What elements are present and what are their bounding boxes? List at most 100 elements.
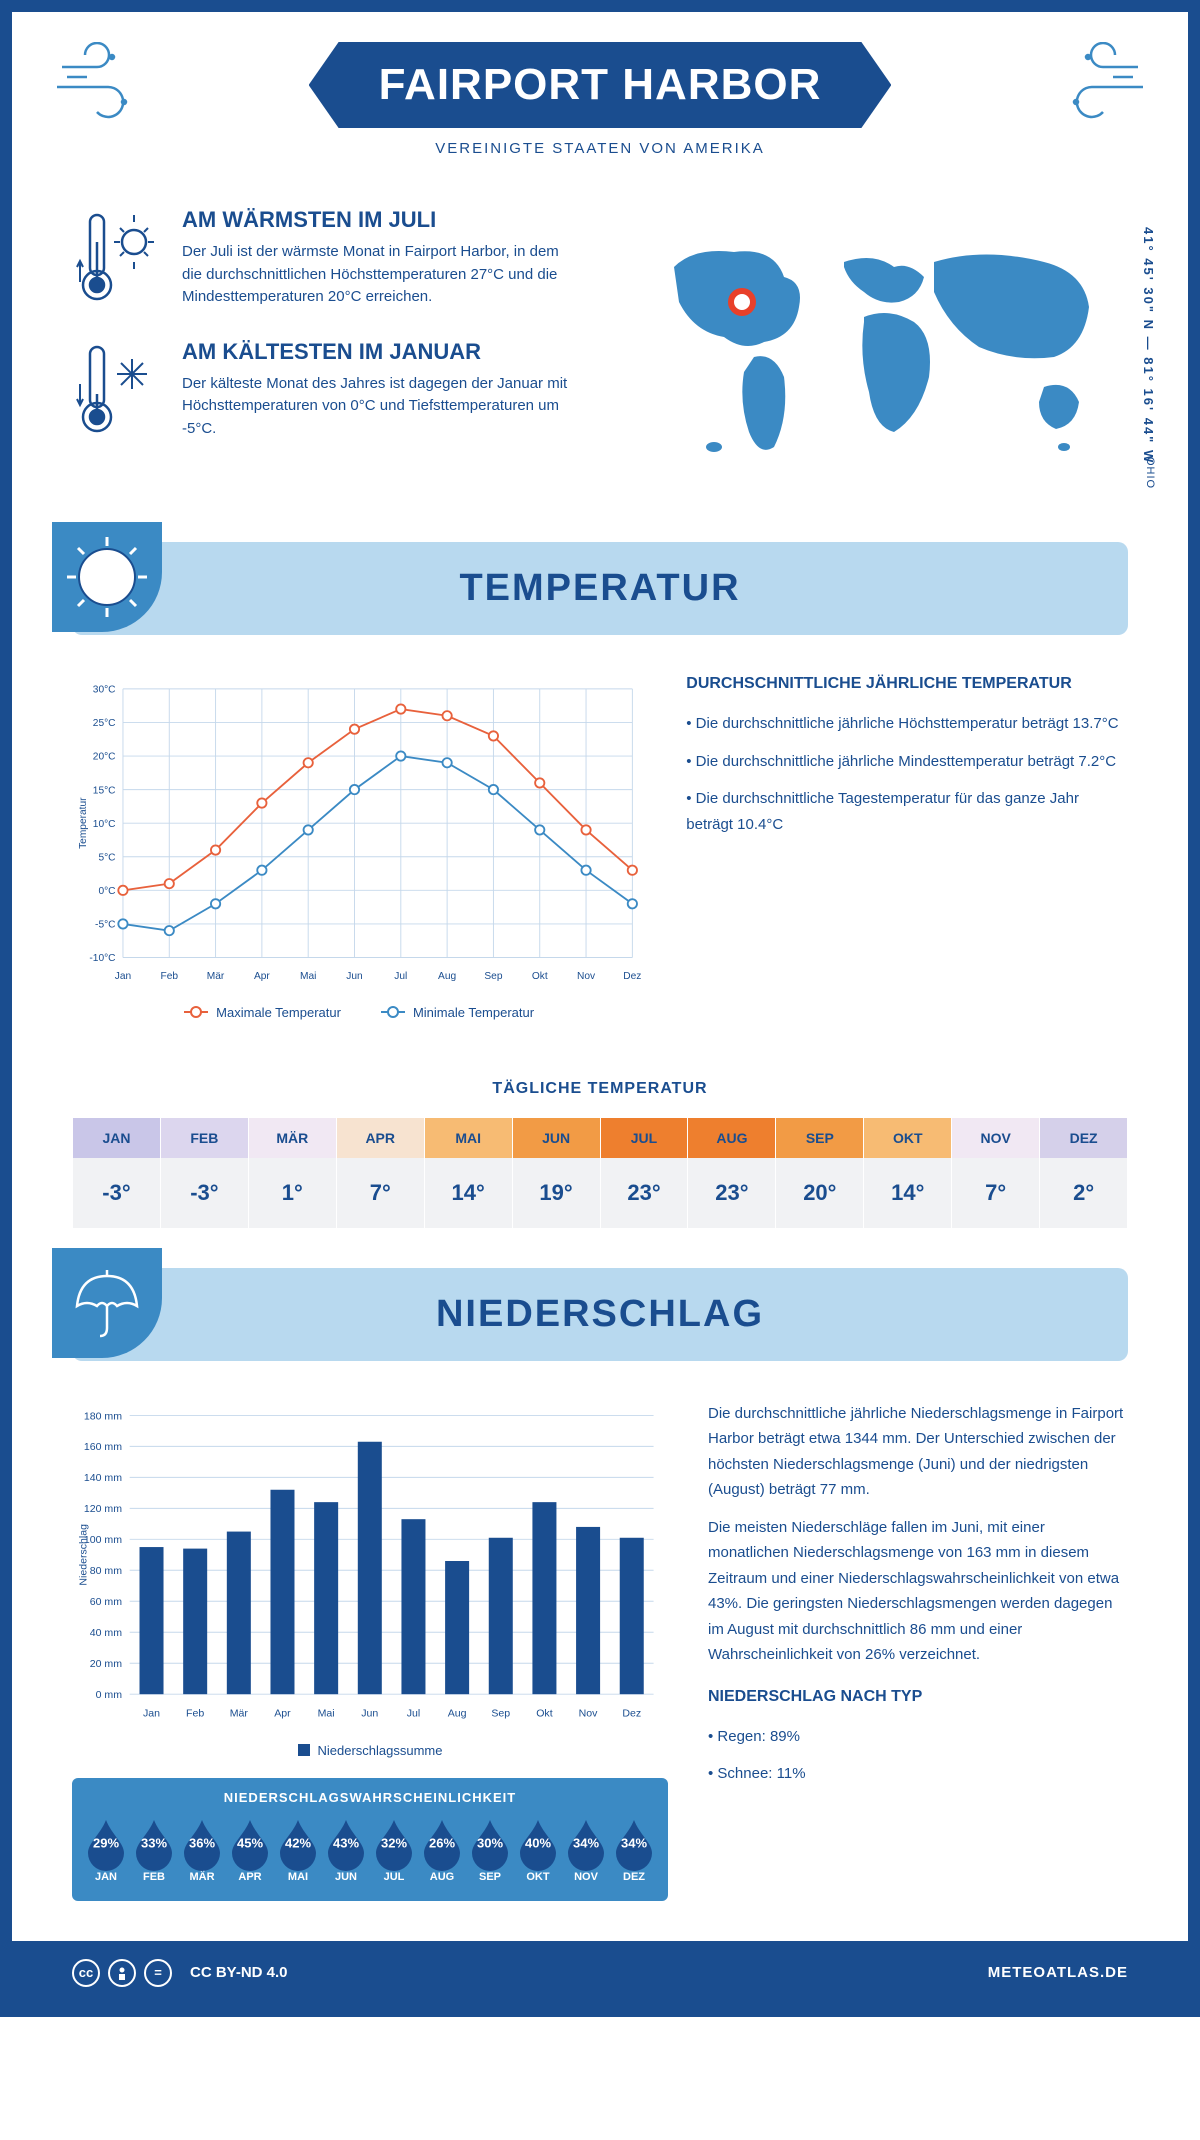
temp-info-heading: DURCHSCHNITTLICHE JÄHRLICHE TEMPERATUR [686,675,1128,693]
svg-text:40 mm: 40 mm [90,1627,122,1639]
legend-max: Maximale Temperatur [184,1005,341,1020]
svg-text:Nov: Nov [579,1707,599,1719]
svg-text:Jan: Jan [143,1707,160,1719]
legend-min-label: Minimale Temperatur [413,1005,534,1020]
svg-text:Feb: Feb [160,971,178,982]
nd-icon: = [144,1959,172,1987]
svg-text:Aug: Aug [448,1707,467,1719]
svg-text:0 mm: 0 mm [96,1689,123,1701]
svg-text:Apr: Apr [254,971,270,982]
coordinates: 41° 45' 30" N — 81° 16' 44" W [1141,227,1156,464]
daily-cell: MAI 14° [425,1118,513,1228]
svg-text:20°C: 20°C [93,752,116,763]
svg-text:Sep: Sep [484,971,502,982]
precip-snow: • Schnee: 11% [708,1761,1128,1787]
temperature-info: DURCHSCHNITTLICHE JÄHRLICHE TEMPERATUR •… [686,675,1128,1020]
drop-cell: 32% JUL [370,1817,418,1883]
thermometer-hot-icon [72,207,162,307]
svg-text:80 mm: 80 mm [90,1565,122,1577]
coldest-text: AM KÄLTESTEN IM JANUAR Der kälteste Mona… [182,339,580,441]
page-subtitle: VEREINIGTE STAATEN VON AMERIKA [52,140,1148,157]
temperature-chart-section: -10°C-5°C0°C5°C10°C15°C20°C25°C30°CJanFe… [12,635,1188,1060]
raindrop-icon: 34% [610,1817,658,1865]
svg-text:Jul: Jul [394,971,407,982]
by-icon [108,1959,136,1987]
intro-text-column: AM WÄRMSTEN IM JULI Der Juli ist der wär… [72,207,580,492]
svg-text:Mai: Mai [300,971,316,982]
precip-prob-title: NIEDERSCHLAGSWAHRSCHEINLICHKEIT [82,1790,658,1805]
svg-text:60 mm: 60 mm [90,1596,122,1608]
intro-section: AM WÄRMSTEN IM JULI Der Juli ist der wär… [12,177,1188,522]
precip-paragraph-1: Die durchschnittliche jährliche Niedersc… [708,1401,1128,1503]
precip-legend: Niederschlagssumme [72,1743,668,1758]
daily-cell: JUL 23° [601,1118,689,1228]
svg-text:10°C: 10°C [93,819,116,830]
temp-bullet-1: • Die durchschnittliche jährliche Höchst… [686,711,1128,737]
daily-cell: APR 7° [337,1118,425,1228]
svg-text:Jun: Jun [361,1707,378,1719]
daily-cell: AUG 23° [688,1118,776,1228]
drop-cell: 30% SEP [466,1817,514,1883]
svg-text:Mär: Mär [207,971,225,982]
svg-text:Dez: Dez [623,971,641,982]
warmest-description: Der Juli ist der wärmste Monat in Fairpo… [182,241,580,309]
page-footer: cc = CC BY-ND 4.0 METEOATLAS.DE [12,1941,1188,2005]
svg-text:Nov: Nov [577,971,596,982]
raindrop-icon: 43% [322,1817,370,1865]
precip-legend-label: Niederschlagssumme [318,1743,443,1758]
raindrop-icon: 30% [466,1817,514,1865]
license-text: CC BY-ND 4.0 [190,1964,288,1981]
daily-cell: OKT 14° [864,1118,952,1228]
drop-cell: 33% FEB [130,1817,178,1883]
daily-cell: SEP 20° [776,1118,864,1228]
precip-probability-panel: NIEDERSCHLAGSWAHRSCHEINLICHKEIT 29% JAN … [72,1778,668,1901]
svg-text:Apr: Apr [274,1707,291,1719]
legend-min: Minimale Temperatur [381,1005,534,1020]
drop-cell: 45% APR [226,1817,274,1883]
coldest-description: Der kälteste Monat des Jahres ist dagege… [182,373,580,441]
svg-text:100 mm: 100 mm [84,1534,122,1546]
precip-type-heading: NIEDERSCHLAG NACH TYP [708,1688,1128,1706]
coldest-heading: AM KÄLTESTEN IM JANUAR [182,339,580,365]
svg-text:-10°C: -10°C [89,953,115,964]
warmest-heading: AM WÄRMSTEN IM JULI [182,207,580,233]
raindrop-icon: 45% [226,1817,274,1865]
page-header: FAIRPORT HARBOR VEREINIGTE STAATEN VON A… [12,12,1188,177]
precip-chart-section: 0 mm20 mm40 mm60 mm80 mm100 mm120 mm140 … [12,1361,1188,1941]
precip-info: Die durchschnittliche jährliche Niedersc… [708,1401,1128,1901]
drop-cell: 26% AUG [418,1817,466,1883]
svg-text:180 mm: 180 mm [84,1410,122,1422]
svg-text:30°C: 30°C [93,685,116,696]
svg-text:25°C: 25°C [93,718,116,729]
svg-text:Feb: Feb [186,1707,204,1719]
daily-cell: JAN -3° [73,1118,161,1228]
drop-cell: 40% OKT [514,1817,562,1883]
raindrop-icon: 29% [82,1817,130,1865]
temperature-section-header: TEMPERATUR [72,542,1128,635]
temperature-legend: Maximale Temperatur Minimale Temperatur [72,1005,646,1020]
daily-cell: JUN 19° [513,1118,601,1228]
precip-title: NIEDERSCHLAG [97,1293,1103,1336]
raindrop-icon: 40% [514,1817,562,1865]
svg-text:Jun: Jun [346,971,362,982]
svg-text:Jan: Jan [115,971,131,982]
precip-rain: • Regen: 89% [708,1724,1128,1750]
legend-max-label: Maximale Temperatur [216,1005,341,1020]
cc-icon: cc [72,1959,100,1987]
precip-chart-area: 0 mm20 mm40 mm60 mm80 mm100 mm120 mm140 … [72,1401,668,1901]
legend-precip: Niederschlagssumme [298,1743,443,1758]
wind-icon [52,42,152,127]
raindrop-icon: 33% [130,1817,178,1865]
svg-text:20 mm: 20 mm [90,1658,122,1670]
precip-paragraph-2: Die meisten Niederschläge fallen im Juni… [708,1515,1128,1668]
coldest-block: AM KÄLTESTEN IM JANUAR Der kälteste Mona… [72,339,580,441]
svg-text:-5°C: -5°C [95,920,115,931]
temp-bullet-2: • Die durchschnittliche jährliche Mindes… [686,749,1128,775]
daily-cell: NOV 7° [952,1118,1040,1228]
raindrop-icon: 34% [562,1817,610,1865]
daily-cell: FEB -3° [161,1118,249,1228]
drop-cell: 34% NOV [562,1817,610,1883]
svg-text:Mai: Mai [318,1707,335,1719]
thermometer-cold-icon [72,339,162,439]
svg-text:Temperatur: Temperatur [78,797,89,849]
